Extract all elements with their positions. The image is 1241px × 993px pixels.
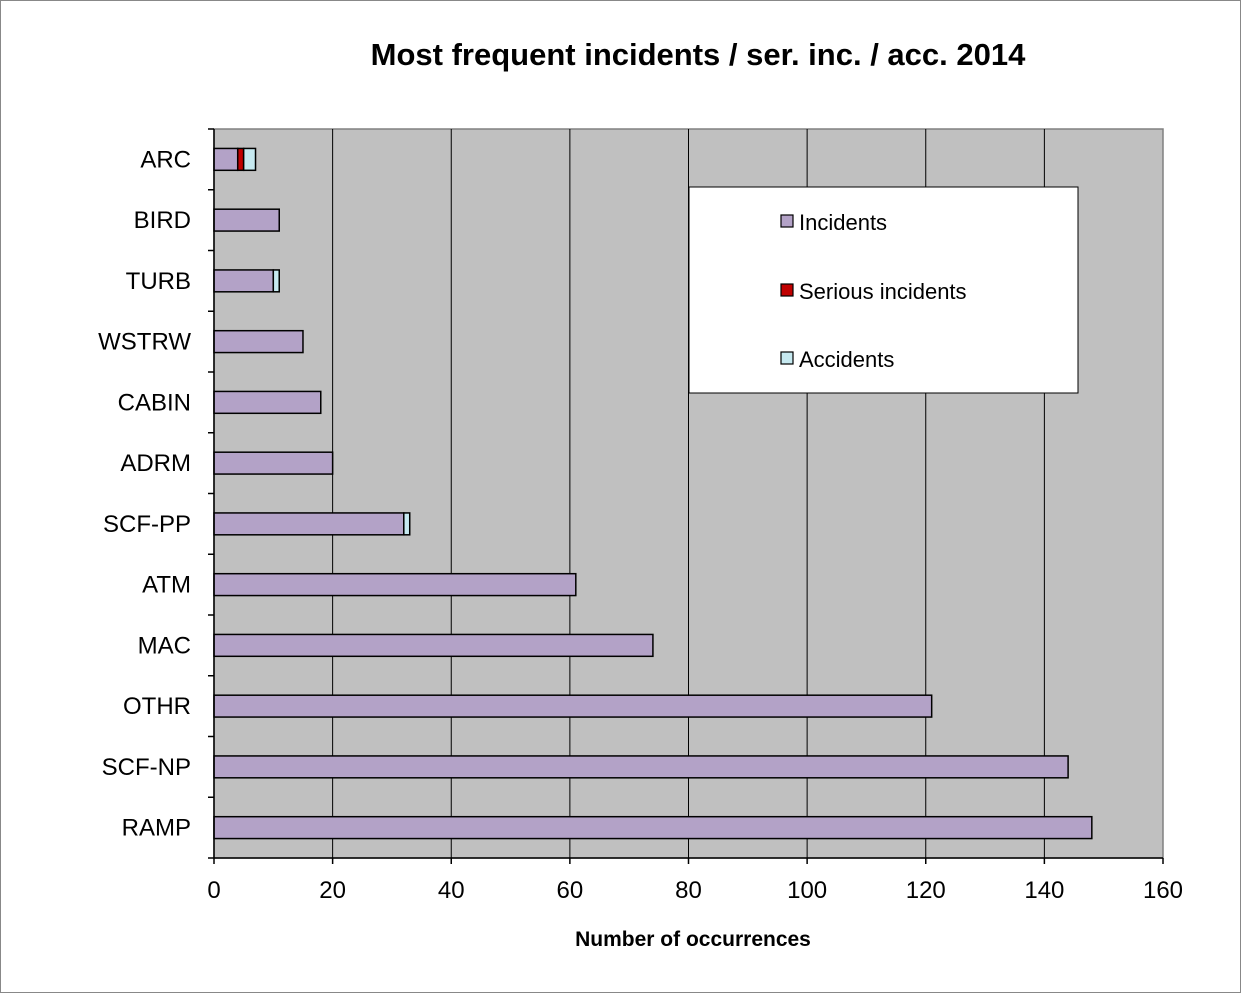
legend-swatch (780, 283, 794, 297)
y-tick-label: WSTRW (98, 329, 191, 356)
y-tick-label: SCF-NP (102, 754, 191, 781)
axes: ARC BIRD TURB WSTRW CABIN ADRM SCF-PP ATM MAC OTH… (98, 128, 1183, 904)
x-tick-label: 80 (675, 877, 702, 904)
bar-segment (272, 269, 280, 293)
bar-segment (213, 329, 304, 354)
bar-segment (213, 451, 334, 475)
x-tick-label: 120 (906, 877, 946, 904)
legend-label: Incidents (799, 210, 887, 235)
y-tick-label: CABIN (118, 389, 191, 416)
y-tick-label: BIRD (134, 207, 191, 234)
legend-label: Serious incidents (799, 279, 967, 304)
bars (213, 147, 1093, 840)
x-axis-title: Number of occurrences (575, 928, 811, 951)
bar-segment (236, 147, 245, 172)
bar-segment (213, 390, 322, 415)
y-tick-label: ADRM (120, 450, 191, 477)
legend-swatch (780, 214, 794, 228)
x-tick-label: 0 (207, 877, 220, 904)
bar-segment (242, 147, 257, 172)
y-tick-label: ARC (140, 146, 191, 173)
y-tick-label: OTHR (123, 693, 191, 720)
y-tick-label: MAC (138, 632, 191, 659)
y-tick-label: TURB (126, 268, 191, 295)
bar-segment (213, 269, 275, 293)
x-tick-label: 140 (1024, 877, 1064, 904)
y-tick-label: RAMP (122, 815, 191, 842)
bar-segment (213, 694, 933, 718)
x-tick-label: 40 (438, 877, 465, 904)
bar-segment (213, 147, 239, 172)
legend-label: Accidents (799, 347, 894, 372)
bar-segment (213, 572, 577, 597)
bar-segment (213, 755, 1069, 779)
legend: Incidents Serious incidents Accidents (688, 186, 1079, 394)
chart-title: Most frequent incidents / ser. inc. / ac… (371, 37, 1026, 72)
x-tick-label: 160 (1143, 877, 1183, 904)
x-tick-label: 60 (557, 877, 584, 904)
legend-box (688, 186, 1079, 394)
bar-segment (403, 512, 411, 536)
legend-swatch (780, 351, 794, 365)
x-tick-label: 100 (787, 877, 827, 904)
y-tick-label: ATM (142, 572, 191, 599)
bar-segment (213, 208, 280, 232)
bar-segment (213, 512, 405, 536)
x-tick-label: 20 (319, 877, 346, 904)
y-tick-label: SCF-PP (103, 511, 191, 538)
bar-segment (213, 815, 1093, 840)
bar-segment (213, 633, 654, 658)
